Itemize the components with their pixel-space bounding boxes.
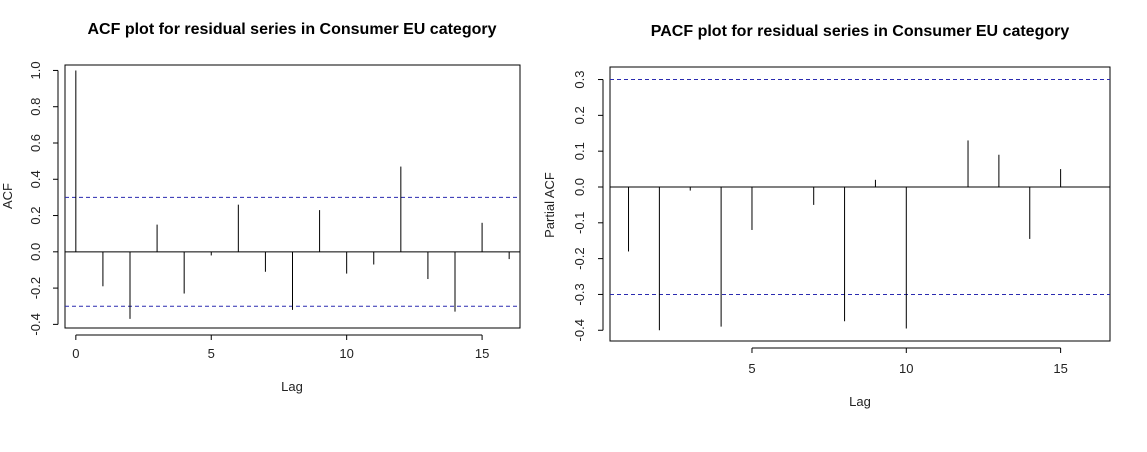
acf-y-tick-label: -0.2 bbox=[28, 277, 43, 299]
acf-x-tick-label: 0 bbox=[72, 346, 79, 361]
acf-y-tick-label: 0.6 bbox=[28, 134, 43, 152]
pacf-xlabel: Lag bbox=[849, 394, 871, 409]
acf-y-tick-label: 0.0 bbox=[28, 243, 43, 261]
pacf-x-tick-label: 5 bbox=[748, 361, 755, 376]
pacf-ylabel: Partial ACF bbox=[542, 172, 557, 238]
pacf-plot-frame bbox=[609, 66, 1111, 342]
acf-y-tick-label: 0.4 bbox=[28, 170, 43, 188]
pacf-chart: PACF plot for residual series in Consume… bbox=[542, 23, 1111, 409]
pacf-y-tick-label: 0.1 bbox=[572, 142, 587, 160]
pacf-y-tick-label: -0.3 bbox=[572, 283, 587, 305]
acf-y-tick-label: -0.4 bbox=[28, 313, 43, 335]
acf-y-tick-label: 1.0 bbox=[28, 61, 43, 79]
pacf-y-tick-label: -0.1 bbox=[572, 212, 587, 234]
pacf-y-tick-label: 0.2 bbox=[572, 106, 587, 124]
pacf-y-tick-label: -0.2 bbox=[572, 247, 587, 269]
acf-plot-frame bbox=[64, 64, 521, 329]
acf-x-tick-label: 15 bbox=[475, 346, 489, 361]
pacf-title: PACF plot for residual series in Consume… bbox=[651, 23, 1070, 40]
pacf-y-tick-label: -0.4 bbox=[572, 319, 587, 341]
acf-y-tick-label: 0.8 bbox=[28, 98, 43, 116]
pacf-y-tick-label: 0.3 bbox=[572, 70, 587, 88]
acf-x-tick-label: 5 bbox=[208, 346, 215, 361]
acf-ylabel: ACF bbox=[0, 183, 15, 209]
acf-chart: ACF plot for residual series in Consumer… bbox=[0, 21, 521, 394]
pacf-x-tick-label: 10 bbox=[899, 361, 913, 376]
acf-xlabel: Lag bbox=[281, 379, 303, 394]
pacf-y-tick-label: 0.0 bbox=[572, 178, 587, 196]
acf-x-tick-label: 10 bbox=[339, 346, 353, 361]
acf-y-tick-label: 0.2 bbox=[28, 207, 43, 225]
pacf-x-tick-label: 15 bbox=[1053, 361, 1067, 376]
acf-title: ACF plot for residual series in Consumer… bbox=[88, 21, 497, 38]
